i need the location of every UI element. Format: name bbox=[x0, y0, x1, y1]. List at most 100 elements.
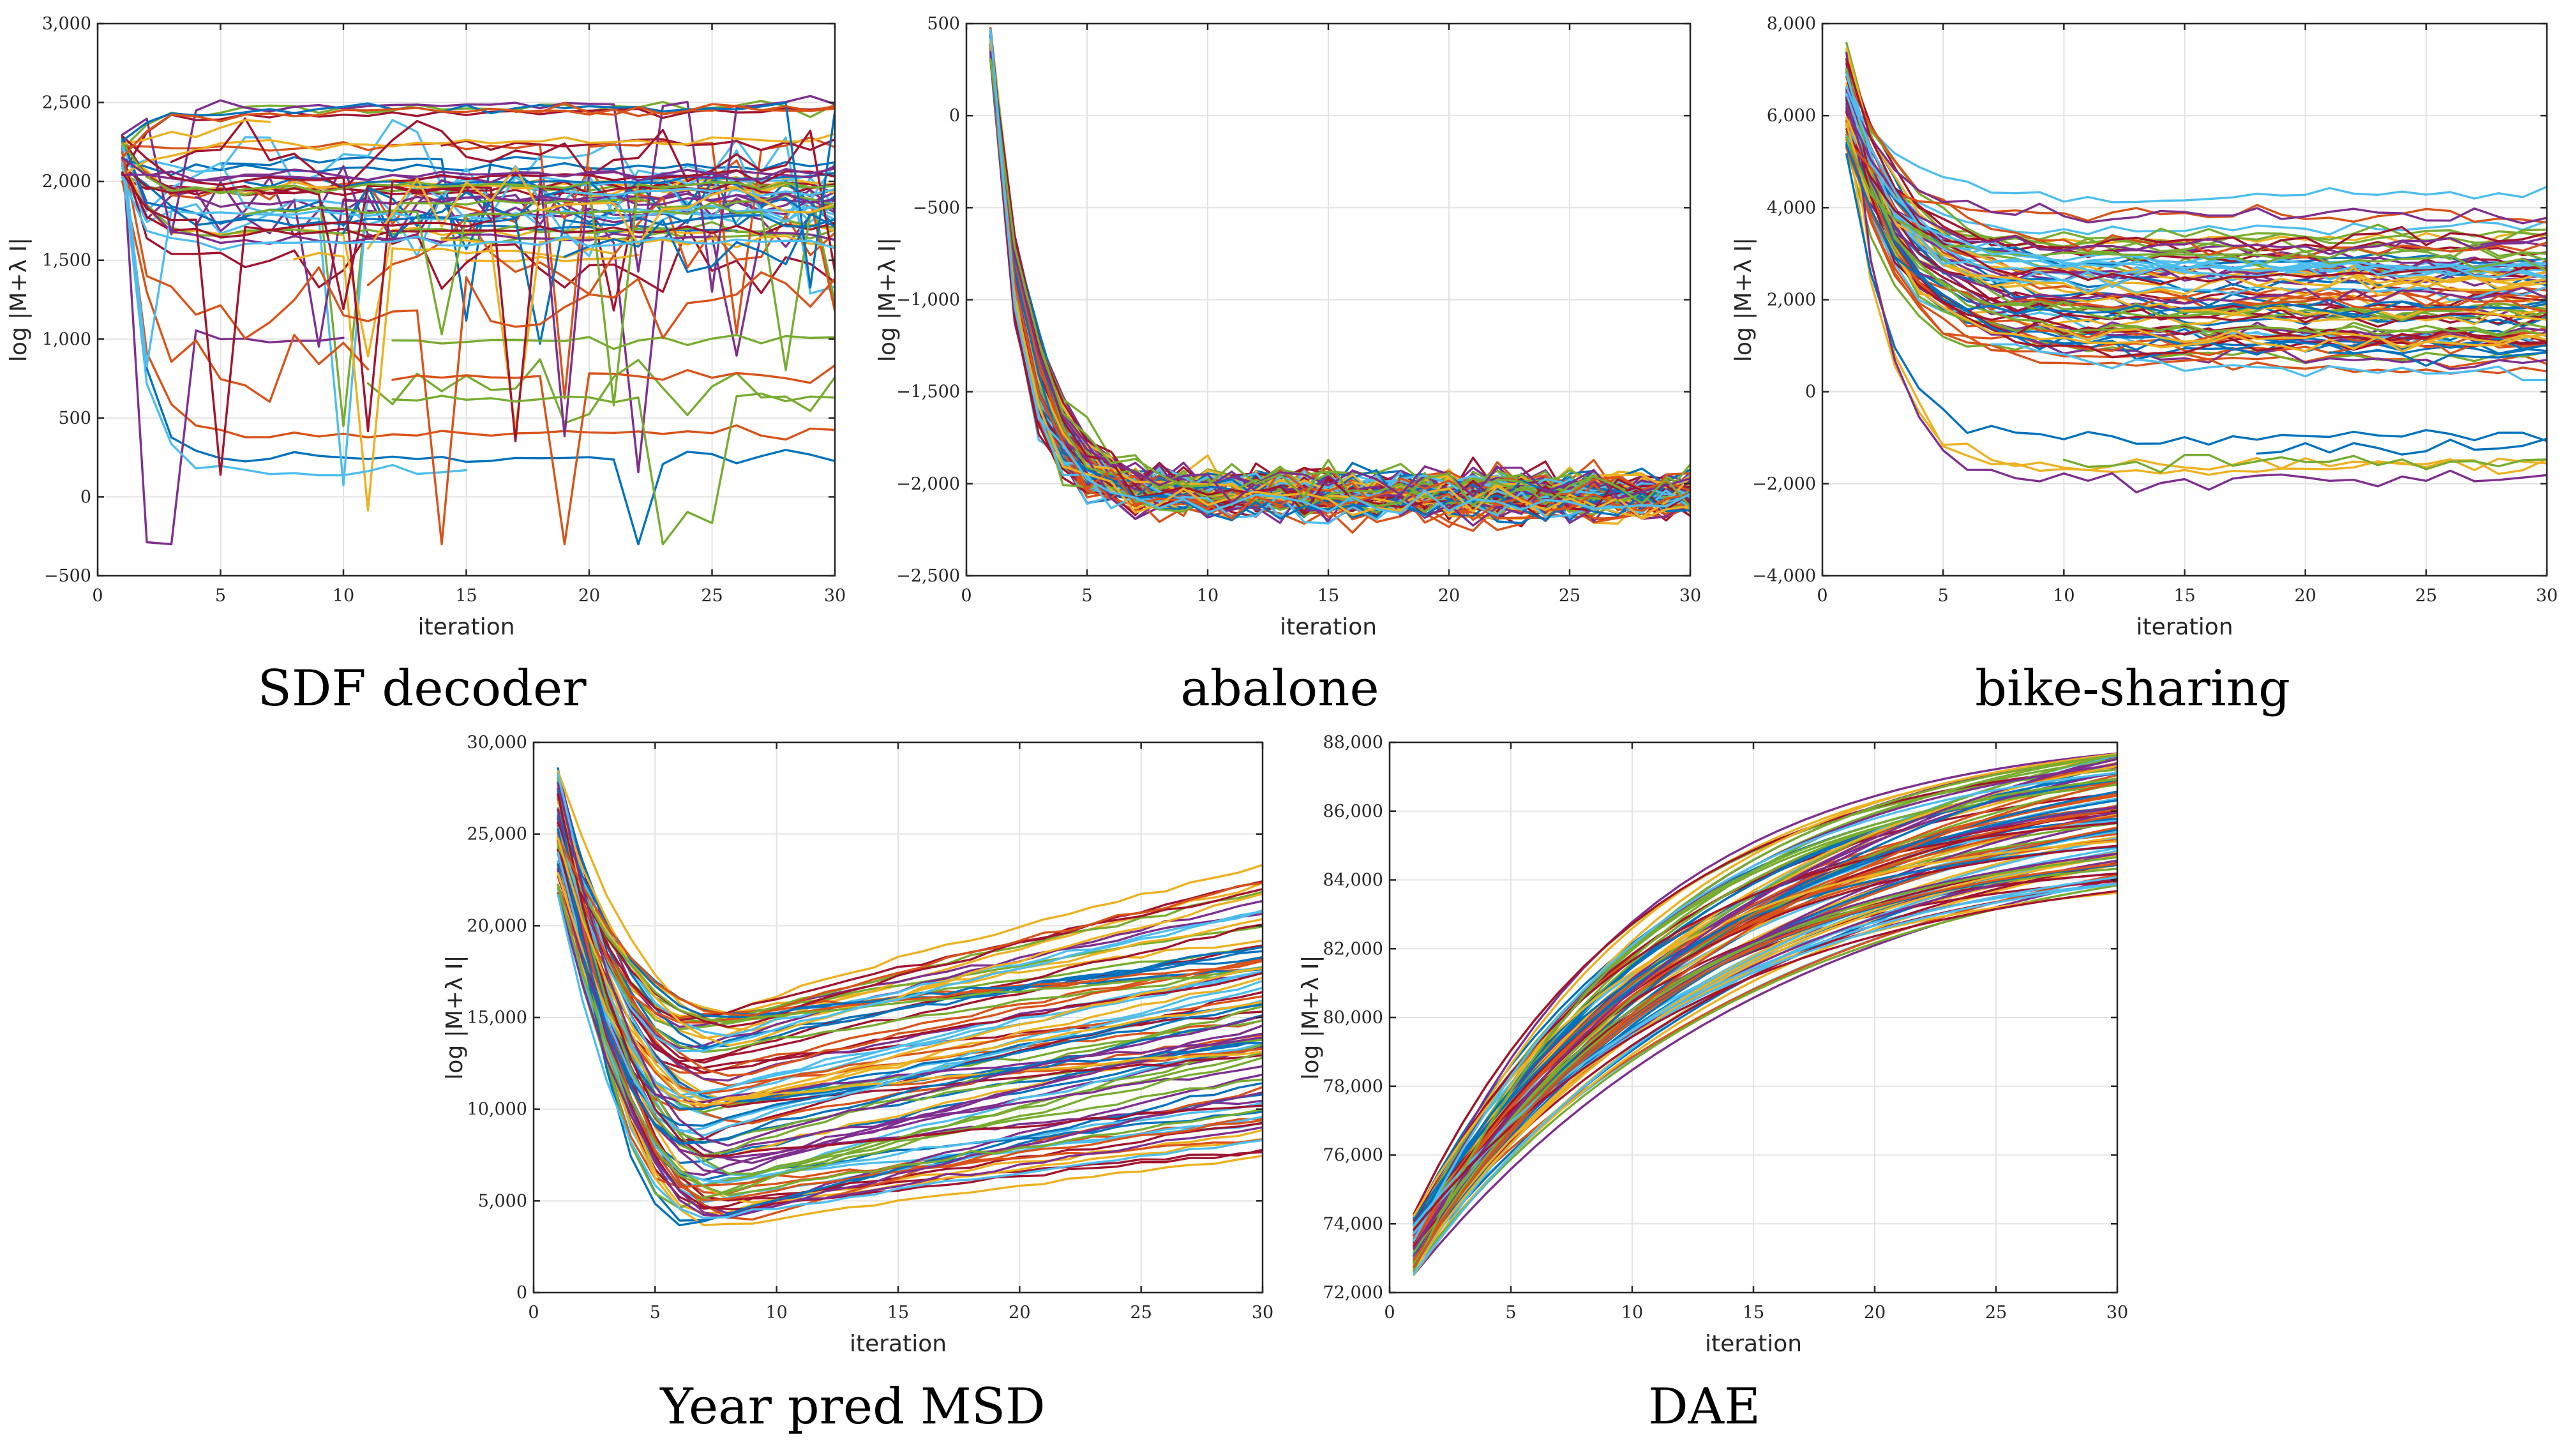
x-tick-label: 20 bbox=[1009, 1303, 1030, 1323]
y-axis-label: log |M+λ I| bbox=[6, 237, 32, 362]
series-line bbox=[1845, 58, 2547, 285]
x-tick-label: 30 bbox=[2536, 586, 2558, 606]
series-line bbox=[989, 52, 1690, 511]
series-line bbox=[1845, 77, 2547, 259]
series-line bbox=[1966, 290, 2547, 350]
series-line bbox=[391, 334, 835, 350]
series-line bbox=[1413, 845, 2117, 1234]
chart-msd: 0 5 10 15 20 25 30 0 5,000 10,000 15,000 20,000 25,0… bbox=[442, 733, 1273, 1436]
series-line bbox=[1413, 862, 2117, 1268]
series-line bbox=[121, 132, 835, 176]
series-line bbox=[1845, 96, 2547, 344]
y-tick-label: 78,000 bbox=[1323, 1077, 1383, 1097]
series-line bbox=[557, 772, 1263, 1101]
series-line bbox=[1413, 781, 2117, 1261]
x-axis-label: iteration bbox=[1705, 1331, 1802, 1357]
y-tick-label: −1,500 bbox=[896, 382, 960, 402]
x-tick-label: 10 bbox=[1197, 586, 1219, 606]
series-line bbox=[557, 788, 1263, 1227]
series-line bbox=[1845, 102, 2547, 306]
series-line bbox=[989, 59, 1690, 509]
series-line bbox=[557, 781, 1263, 1048]
series-line bbox=[1413, 752, 2117, 1237]
y-tick-label: 88,000 bbox=[1323, 733, 1383, 753]
x-tick-label: 5 bbox=[650, 1303, 661, 1323]
series-line bbox=[989, 39, 1690, 520]
series-line bbox=[557, 797, 1263, 1102]
series-line bbox=[1413, 855, 2117, 1266]
series-line bbox=[1413, 873, 2117, 1243]
y-tick-label: 0 bbox=[80, 487, 91, 507]
series-line bbox=[121, 151, 835, 546]
y-tick-label: 20,000 bbox=[467, 916, 527, 936]
x-tick-label: 30 bbox=[1679, 586, 1701, 606]
series-line bbox=[989, 47, 1690, 508]
y-tick-label: 74,000 bbox=[1323, 1214, 1383, 1234]
series-line bbox=[588, 204, 835, 216]
series-line bbox=[465, 253, 640, 263]
series-line bbox=[1413, 766, 2117, 1215]
chart-caption: DAE bbox=[1648, 1378, 1760, 1436]
series-line bbox=[1845, 144, 2547, 319]
y-tick-label: −4,000 bbox=[1752, 566, 1816, 586]
y-tick-label: 10,000 bbox=[467, 1100, 527, 1120]
x-tick-label: 15 bbox=[1317, 586, 1339, 606]
series-line bbox=[1845, 107, 2547, 255]
series-line bbox=[557, 841, 1263, 1053]
series-line bbox=[989, 40, 1690, 509]
series-line bbox=[293, 247, 615, 512]
series-line bbox=[121, 140, 835, 368]
series-line bbox=[557, 864, 1263, 1195]
series-line bbox=[989, 51, 1690, 506]
chart-caption: Year pred MSD bbox=[659, 1378, 1045, 1436]
y-axis-label: log |M+λ I| bbox=[442, 955, 468, 1079]
series-line bbox=[121, 171, 492, 476]
y-tick-label: 5,000 bbox=[478, 1191, 527, 1211]
x-tick-label: 25 bbox=[1985, 1303, 2007, 1323]
series-line bbox=[989, 43, 1690, 510]
x-tick-label: 20 bbox=[578, 586, 600, 606]
series-line bbox=[1845, 96, 2547, 476]
series-line bbox=[1845, 123, 2547, 236]
series-line bbox=[557, 852, 1263, 1137]
y-tick-label: 1,000 bbox=[42, 329, 91, 349]
series-line bbox=[557, 875, 1263, 1024]
x-tick-label: 10 bbox=[765, 1303, 787, 1323]
series-line bbox=[557, 845, 1263, 1024]
y-tick-label: 30,000 bbox=[467, 733, 527, 753]
y-tick-label: 8,000 bbox=[1767, 14, 1816, 34]
series-line bbox=[1413, 852, 2117, 1260]
series-line bbox=[121, 142, 345, 546]
series-line bbox=[557, 883, 1263, 1187]
series-line bbox=[557, 772, 1263, 1028]
series-line bbox=[557, 816, 1263, 1019]
y-tick-label: 0 bbox=[1805, 382, 1816, 402]
series-line bbox=[989, 29, 1690, 509]
series-line bbox=[1845, 94, 2547, 204]
series-line bbox=[1413, 758, 2117, 1250]
series-line bbox=[1845, 153, 2547, 446]
series-line bbox=[1413, 808, 2117, 1242]
y-tick-label: 0 bbox=[516, 1283, 527, 1303]
chart-abalone: 0 5 10 15 20 25 30 −2,500 −2,000 −1,500 −1,000 −500… bbox=[874, 14, 1701, 717]
series-line bbox=[1845, 51, 2547, 326]
series-line bbox=[1845, 52, 2547, 493]
series-line bbox=[989, 54, 1690, 505]
x-tick-label: 30 bbox=[824, 586, 846, 606]
series-line bbox=[2232, 294, 2547, 313]
x-tick-label: 0 bbox=[1817, 586, 1827, 606]
series-line bbox=[989, 32, 1690, 511]
series-line bbox=[391, 392, 835, 546]
y-axis-label: log |M+λ I| bbox=[874, 237, 901, 362]
y-tick-label: 76,000 bbox=[1323, 1146, 1383, 1166]
x-tick-label: 10 bbox=[1621, 1303, 1643, 1323]
series-line bbox=[121, 161, 468, 477]
x-axis-label: iteration bbox=[417, 614, 514, 640]
series-group bbox=[1845, 41, 2547, 493]
series-line bbox=[1845, 122, 2547, 353]
y-tick-label: −500 bbox=[44, 566, 91, 586]
series-line bbox=[989, 34, 1690, 514]
series-line bbox=[989, 53, 1690, 503]
series-line bbox=[1845, 103, 2547, 322]
